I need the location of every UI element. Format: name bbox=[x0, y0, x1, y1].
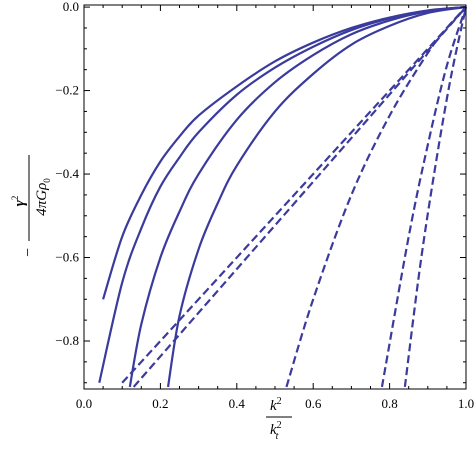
x-tick-label: 0.2 bbox=[152, 396, 168, 411]
dashed-series-line-6 bbox=[132, 6, 467, 388]
y-axis-label: − γ2 4πGρ0 bbox=[10, 155, 52, 257]
y-tick-label: −0.8 bbox=[55, 333, 79, 348]
plot-area: 0.0 0.2 0.4 0.6 0.8 1.0 0.0 −0.2 −0.4 −0.6 −0.8 bbox=[55, 0, 474, 411]
solid-series-line-1 bbox=[102, 5, 467, 300]
y-label-denominator: 4πGρ0 bbox=[34, 178, 52, 216]
x-tick-label: 1.0 bbox=[458, 396, 474, 411]
dashed-series-line-7 bbox=[285, 6, 467, 388]
dashed-series-line-5 bbox=[121, 6, 467, 384]
y-ticks: 0.0 −0.2 −0.4 −0.6 −0.8 bbox=[55, 0, 466, 384]
x-tick-label: 0.8 bbox=[381, 396, 397, 411]
x-tick-label: 0.4 bbox=[229, 396, 246, 411]
y-tick-label: −0.4 bbox=[55, 166, 79, 181]
x-label-denominator: k2 t bbox=[270, 420, 282, 442]
y-tick-label: 0.0 bbox=[63, 0, 79, 14]
y-label-numerator: γ2 bbox=[10, 196, 28, 207]
y-tick-label: −0.6 bbox=[55, 250, 79, 265]
series-layer bbox=[98, 5, 468, 388]
dashed-series-line-8 bbox=[380, 6, 468, 388]
x-label-numerator: k2 bbox=[270, 396, 282, 414]
y-label-minus: − bbox=[20, 248, 37, 257]
x-ticks: 0.0 0.2 0.4 0.6 0.8 1.0 bbox=[76, 5, 474, 411]
y-tick-label: −0.2 bbox=[55, 83, 79, 98]
dashed-series-line-9 bbox=[403, 6, 468, 388]
x-axis-label: k2 k2 t bbox=[266, 396, 292, 442]
solid-series-line-2 bbox=[98, 5, 467, 383]
x-tick-label: 0.6 bbox=[305, 396, 322, 411]
solid-series-line-4 bbox=[166, 5, 467, 388]
solid-series-line-3 bbox=[128, 5, 467, 388]
x-tick-label: 0.0 bbox=[76, 396, 92, 411]
